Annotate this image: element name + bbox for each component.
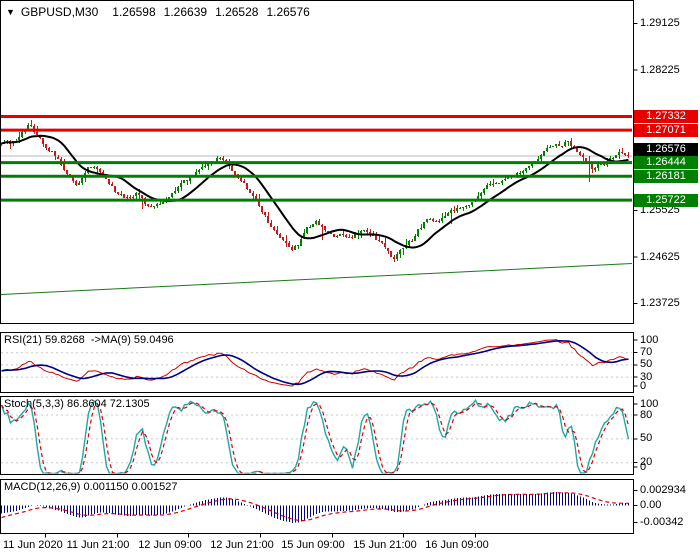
support-level-badge: 1.25722 xyxy=(634,193,698,207)
resistance-level-badge: 1.27071 xyxy=(634,123,698,137)
time-axis-label: 15 Jun 09:00 xyxy=(281,539,345,551)
symbol-dropdown-icon[interactable]: ▼ xyxy=(6,7,15,17)
macd-scale-label: 0.002934 xyxy=(640,483,686,496)
price-axis-label: 1.24625 xyxy=(640,250,680,263)
macd-scale-label: 0.00 xyxy=(640,498,662,511)
price-axis-label: 1.29125 xyxy=(640,17,680,29)
stoch-scale-label: 50 xyxy=(640,432,653,445)
quote-low: 1.26528 xyxy=(215,5,259,19)
stochastic-indicator-label: Stoch(5,3,3) 86.8604 72.1305 xyxy=(4,398,150,410)
time-axis-label: 16 Jun 09:00 xyxy=(425,539,489,551)
time-axis-label: 11 Jun 2020 xyxy=(3,539,63,551)
current-price-badge: 1.26576 xyxy=(634,143,698,156)
rsi-indicator-label: RSI(21) 59.8268 ->MA(9) 59.0496 xyxy=(4,334,174,346)
price-axis-label: 1.28225 xyxy=(640,63,680,76)
time-axis-label: 12 Jun 09:00 xyxy=(138,539,202,551)
rsi-scale-label: 100 xyxy=(640,333,659,346)
support-level-badge: 1.26444 xyxy=(634,156,698,170)
quote-open: 1.26598 xyxy=(112,5,156,19)
macd-indicator-label: MACD(12,26,9) 0.001150 0.001527 xyxy=(4,481,178,493)
rsi-scale-label: 50 xyxy=(640,358,653,371)
price-axis-label: 1.25525 xyxy=(640,203,680,216)
support-level-badge: 1.26181 xyxy=(634,169,698,183)
rsi-scale-label: 70 xyxy=(640,346,653,359)
resistance-level-badge: 1.27332 xyxy=(634,110,698,124)
time-axis-label: 15 Jun 21:00 xyxy=(353,539,417,551)
macd-scale-label: -0.00342 xyxy=(640,516,684,529)
stoch-scale-label: 100 xyxy=(640,397,659,410)
time-axis-label: 12 Jun 21:00 xyxy=(210,539,274,551)
symbol-period-label: GBPUSD,M30 xyxy=(20,5,99,19)
stoch-scale-label: 20 xyxy=(640,456,653,469)
price-axis-label: 1.23725 xyxy=(640,297,680,310)
rsi-scale-label: 0 xyxy=(640,379,647,392)
time-axis-label: 11 Jun 21:00 xyxy=(66,539,130,551)
stoch-scale-label: 0 xyxy=(640,460,647,473)
chart-header: ▼ GBPUSD,M30 1.26598 1.26639 1.26528 1.2… xyxy=(6,5,318,19)
rsi-scale-label: 30 xyxy=(640,370,653,383)
quote-close: 1.26576 xyxy=(266,5,310,19)
stoch-scale-label: 80 xyxy=(640,408,653,421)
quote-high: 1.26639 xyxy=(163,5,208,19)
